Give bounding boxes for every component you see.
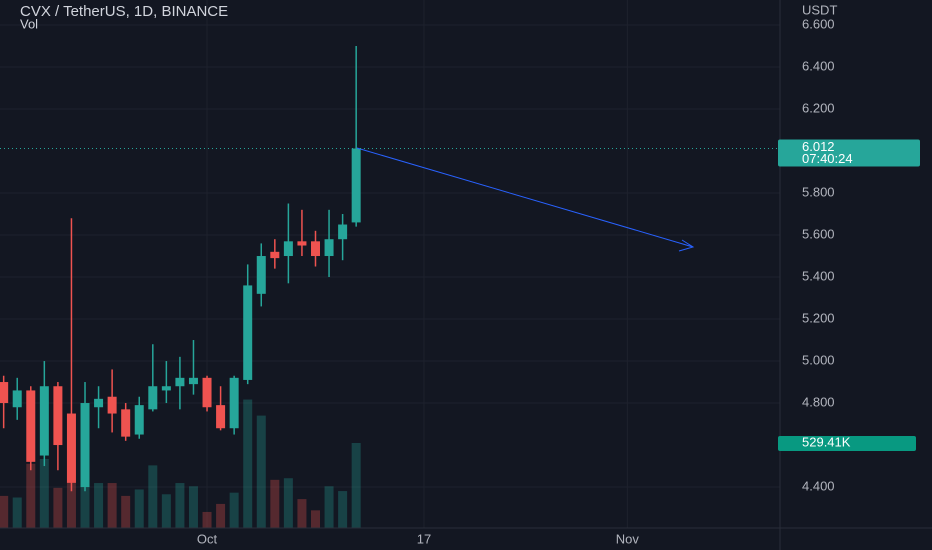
candle-body — [53, 386, 63, 446]
candle-body — [202, 377, 212, 408]
y-tick-label: 5.400 — [802, 268, 835, 283]
y-tick-label: 6.400 — [802, 58, 835, 73]
volume-bar — [121, 495, 131, 528]
volume-bar — [270, 479, 280, 528]
candle-body — [324, 239, 334, 257]
candle-body — [121, 409, 131, 437]
candle-body — [148, 386, 158, 410]
volume-bar — [216, 503, 226, 528]
volume-bar — [310, 510, 320, 528]
volume-bar — [202, 511, 212, 528]
volume-bar — [39, 458, 49, 528]
candle-body — [134, 405, 144, 435]
y-tick-label: 6.600 — [802, 16, 835, 31]
candle-body — [297, 241, 307, 246]
x-tick-label: Nov — [616, 531, 640, 546]
candle-body — [188, 377, 198, 385]
volume-bar — [283, 478, 293, 528]
x-tick-label: 17 — [417, 531, 431, 546]
volume-bar — [80, 483, 90, 528]
y-tick-label: 5.200 — [802, 310, 835, 325]
volume-bar — [12, 497, 22, 528]
volume-bar — [324, 486, 334, 528]
y-tick-label: 5.800 — [802, 184, 835, 199]
arrow-head — [678, 239, 695, 252]
x-tick-label: Oct — [197, 531, 218, 546]
candle-body — [107, 396, 117, 414]
candle-body — [12, 390, 22, 408]
subtitle: Vol — [20, 16, 38, 31]
volume-bar — [351, 442, 361, 528]
candle-body — [270, 251, 280, 259]
volume-label-box — [778, 435, 916, 451]
volume-bar — [188, 486, 198, 528]
candle-body — [26, 390, 36, 462]
last-price-label: 6.012 — [802, 139, 835, 154]
y-tick-label: 4.400 — [802, 478, 835, 493]
candle-body — [39, 386, 49, 456]
chart-title: CVX / TetherUS, 1D, BINANCE — [20, 3, 228, 20]
candle-body — [66, 413, 76, 483]
candle-body — [243, 285, 253, 380]
y-tick-label: 4.800 — [802, 394, 835, 409]
last-price-box — [778, 139, 920, 167]
candle-body — [283, 241, 293, 257]
candle-body — [216, 405, 226, 429]
volume-label: 529.41K — [802, 434, 851, 449]
volume-bar — [53, 487, 63, 528]
trend-arrow — [356, 147, 694, 248]
candle-body — [94, 398, 104, 408]
candle-body — [351, 148, 361, 223]
candle-body — [310, 241, 320, 257]
candle-body — [80, 403, 90, 488]
volume-bar — [94, 483, 104, 528]
volume-bar — [0, 495, 9, 528]
volume-bar — [134, 489, 144, 528]
volume-bar — [26, 463, 36, 528]
candle-body — [229, 377, 239, 429]
volume-bar — [175, 483, 185, 528]
candle-body — [256, 256, 266, 294]
y-axis-label: USDT — [802, 2, 837, 17]
y-tick-label: 5.600 — [802, 226, 835, 241]
volume-bar — [107, 483, 117, 528]
candle-body — [0, 382, 9, 404]
candle-body — [338, 224, 348, 240]
volume-bar — [229, 492, 239, 528]
countdown: 07:40:24 — [802, 151, 853, 166]
volume-bar — [66, 479, 76, 528]
y-tick-label: 6.200 — [802, 100, 835, 115]
volume-bar — [148, 465, 158, 528]
candle-body — [175, 377, 185, 387]
y-tick-label: 5.000 — [802, 352, 835, 367]
volume-bar — [243, 399, 253, 528]
volume-bar — [297, 499, 307, 528]
volume-bar — [256, 415, 266, 528]
candle-body — [161, 386, 171, 391]
volume-bar — [161, 494, 171, 528]
volume-bar — [338, 491, 348, 528]
